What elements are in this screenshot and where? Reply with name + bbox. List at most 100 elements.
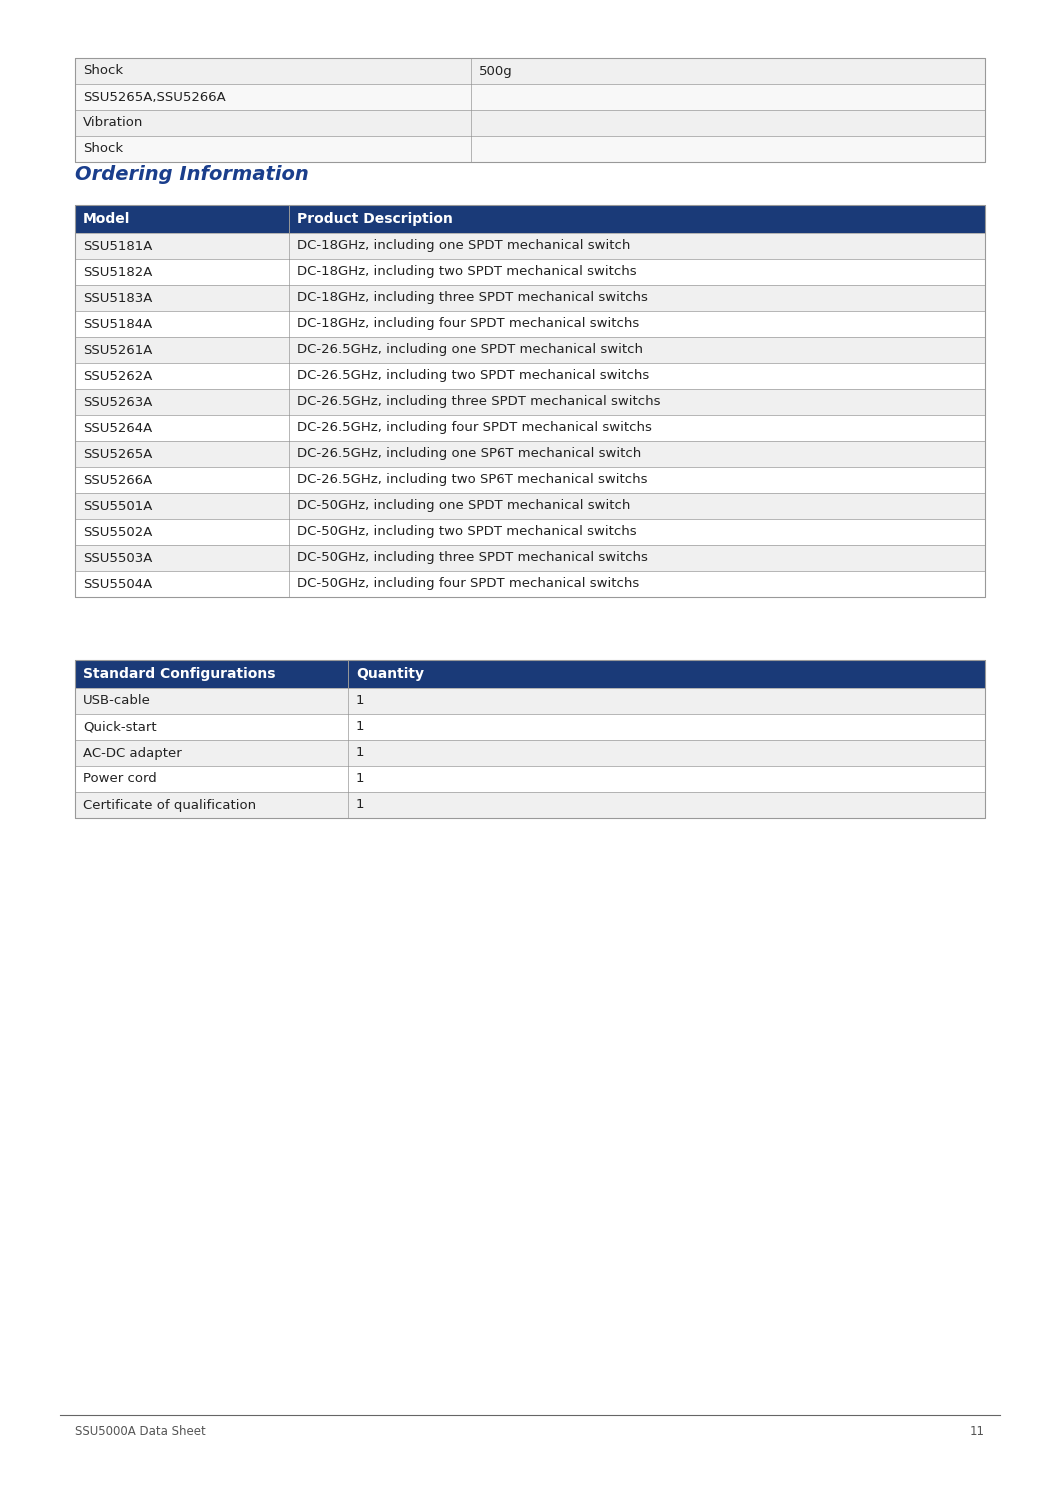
Text: Model: Model xyxy=(83,213,130,226)
Bar xyxy=(75,467,985,493)
Text: DC-50GHz, including two SPDT mechanical switchs: DC-50GHz, including two SPDT mechanical … xyxy=(297,526,636,538)
Bar xyxy=(75,661,985,818)
Bar xyxy=(471,109,985,136)
Text: SSU5266A: SSU5266A xyxy=(83,473,153,487)
Bar xyxy=(75,337,985,363)
Bar xyxy=(75,234,985,259)
Bar xyxy=(75,312,288,337)
Text: SSU5182A: SSU5182A xyxy=(83,265,153,279)
Bar xyxy=(75,765,985,792)
Text: 1: 1 xyxy=(356,746,365,759)
Text: DC-50GHz, including one SPDT mechanical switch: DC-50GHz, including one SPDT mechanical … xyxy=(297,499,631,512)
Bar xyxy=(288,545,985,571)
Text: 11: 11 xyxy=(970,1425,985,1438)
Bar xyxy=(348,688,985,715)
Bar xyxy=(75,58,471,84)
Bar xyxy=(288,440,985,467)
Bar xyxy=(75,545,288,571)
Text: Certificate of qualification: Certificate of qualification xyxy=(83,798,257,812)
Bar xyxy=(75,661,985,688)
Bar xyxy=(75,715,985,740)
Bar xyxy=(288,571,985,598)
Bar xyxy=(75,109,985,136)
Bar xyxy=(288,518,985,545)
Text: SSU5501A: SSU5501A xyxy=(83,499,153,512)
Bar xyxy=(288,415,985,440)
Bar xyxy=(75,792,985,818)
Bar xyxy=(75,109,471,136)
Bar xyxy=(75,571,288,598)
Bar xyxy=(75,58,985,162)
Bar xyxy=(288,389,985,415)
Bar xyxy=(75,765,348,792)
Bar xyxy=(75,363,288,389)
Bar xyxy=(75,205,288,234)
Bar xyxy=(75,84,985,109)
Text: SSU5502A: SSU5502A xyxy=(83,526,153,538)
Text: DC-26.5GHz, including four SPDT mechanical switchs: DC-26.5GHz, including four SPDT mechanic… xyxy=(297,421,652,434)
Bar xyxy=(75,234,288,259)
Bar xyxy=(75,440,985,467)
Bar xyxy=(75,688,985,715)
Text: SSU5265A: SSU5265A xyxy=(83,448,153,460)
Text: DC-26.5GHz, including one SPDT mechanical switch: DC-26.5GHz, including one SPDT mechanica… xyxy=(297,343,642,357)
Bar xyxy=(75,136,985,162)
Text: 1: 1 xyxy=(356,721,365,734)
Text: SSU5181A: SSU5181A xyxy=(83,240,153,253)
Text: DC-18GHz, including three SPDT mechanical switchs: DC-18GHz, including three SPDT mechanica… xyxy=(297,292,648,304)
Text: DC-50GHz, including four SPDT mechanical switchs: DC-50GHz, including four SPDT mechanical… xyxy=(297,578,639,590)
Bar xyxy=(348,792,985,818)
Text: 500g: 500g xyxy=(479,64,513,78)
Bar xyxy=(75,571,985,598)
Bar xyxy=(288,205,985,234)
Bar xyxy=(75,467,288,493)
Text: Product Description: Product Description xyxy=(297,213,453,226)
Bar xyxy=(471,136,985,162)
Bar xyxy=(75,740,348,765)
Text: 1: 1 xyxy=(356,798,365,812)
Bar xyxy=(75,312,985,337)
Text: Power cord: Power cord xyxy=(83,773,157,785)
Bar xyxy=(75,136,471,162)
Text: 1: 1 xyxy=(356,773,365,785)
Bar xyxy=(75,58,985,84)
Text: SSU5265A,SSU5266A: SSU5265A,SSU5266A xyxy=(83,90,226,103)
Text: DC-18GHz, including four SPDT mechanical switchs: DC-18GHz, including four SPDT mechanical… xyxy=(297,318,639,331)
Bar xyxy=(75,205,985,598)
Bar xyxy=(288,493,985,518)
Bar xyxy=(348,661,985,688)
Bar xyxy=(288,312,985,337)
Bar xyxy=(288,259,985,285)
Bar xyxy=(288,363,985,389)
Bar xyxy=(75,792,348,818)
Text: USB-cable: USB-cable xyxy=(83,695,151,707)
Bar xyxy=(75,518,288,545)
Text: Vibration: Vibration xyxy=(83,117,143,129)
Text: SSU5184A: SSU5184A xyxy=(83,318,153,331)
Text: SSU5262A: SSU5262A xyxy=(83,370,153,382)
Text: Quantity: Quantity xyxy=(356,667,424,682)
Bar xyxy=(75,285,288,312)
Text: AC-DC adapter: AC-DC adapter xyxy=(83,746,181,759)
Text: DC-50GHz, including three SPDT mechanical switchs: DC-50GHz, including three SPDT mechanica… xyxy=(297,551,648,565)
Text: DC-18GHz, including one SPDT mechanical switch: DC-18GHz, including one SPDT mechanical … xyxy=(297,240,631,253)
Bar xyxy=(75,493,288,518)
Bar xyxy=(348,715,985,740)
Text: DC-26.5GHz, including two SP6T mechanical switchs: DC-26.5GHz, including two SP6T mechanica… xyxy=(297,473,648,487)
Bar xyxy=(75,688,348,715)
Bar xyxy=(75,363,985,389)
Text: Shock: Shock xyxy=(83,64,123,78)
Bar xyxy=(75,285,985,312)
Bar xyxy=(75,205,985,234)
Text: DC-26.5GHz, including two SPDT mechanical switchs: DC-26.5GHz, including two SPDT mechanica… xyxy=(297,370,649,382)
Bar xyxy=(75,84,471,109)
Bar xyxy=(75,493,985,518)
Text: Quick-start: Quick-start xyxy=(83,721,157,734)
Bar xyxy=(75,415,288,440)
Bar xyxy=(288,234,985,259)
Text: SSU5183A: SSU5183A xyxy=(83,292,153,304)
Bar xyxy=(288,285,985,312)
Bar xyxy=(75,740,985,765)
Bar xyxy=(75,389,985,415)
Text: Ordering Information: Ordering Information xyxy=(75,165,308,184)
